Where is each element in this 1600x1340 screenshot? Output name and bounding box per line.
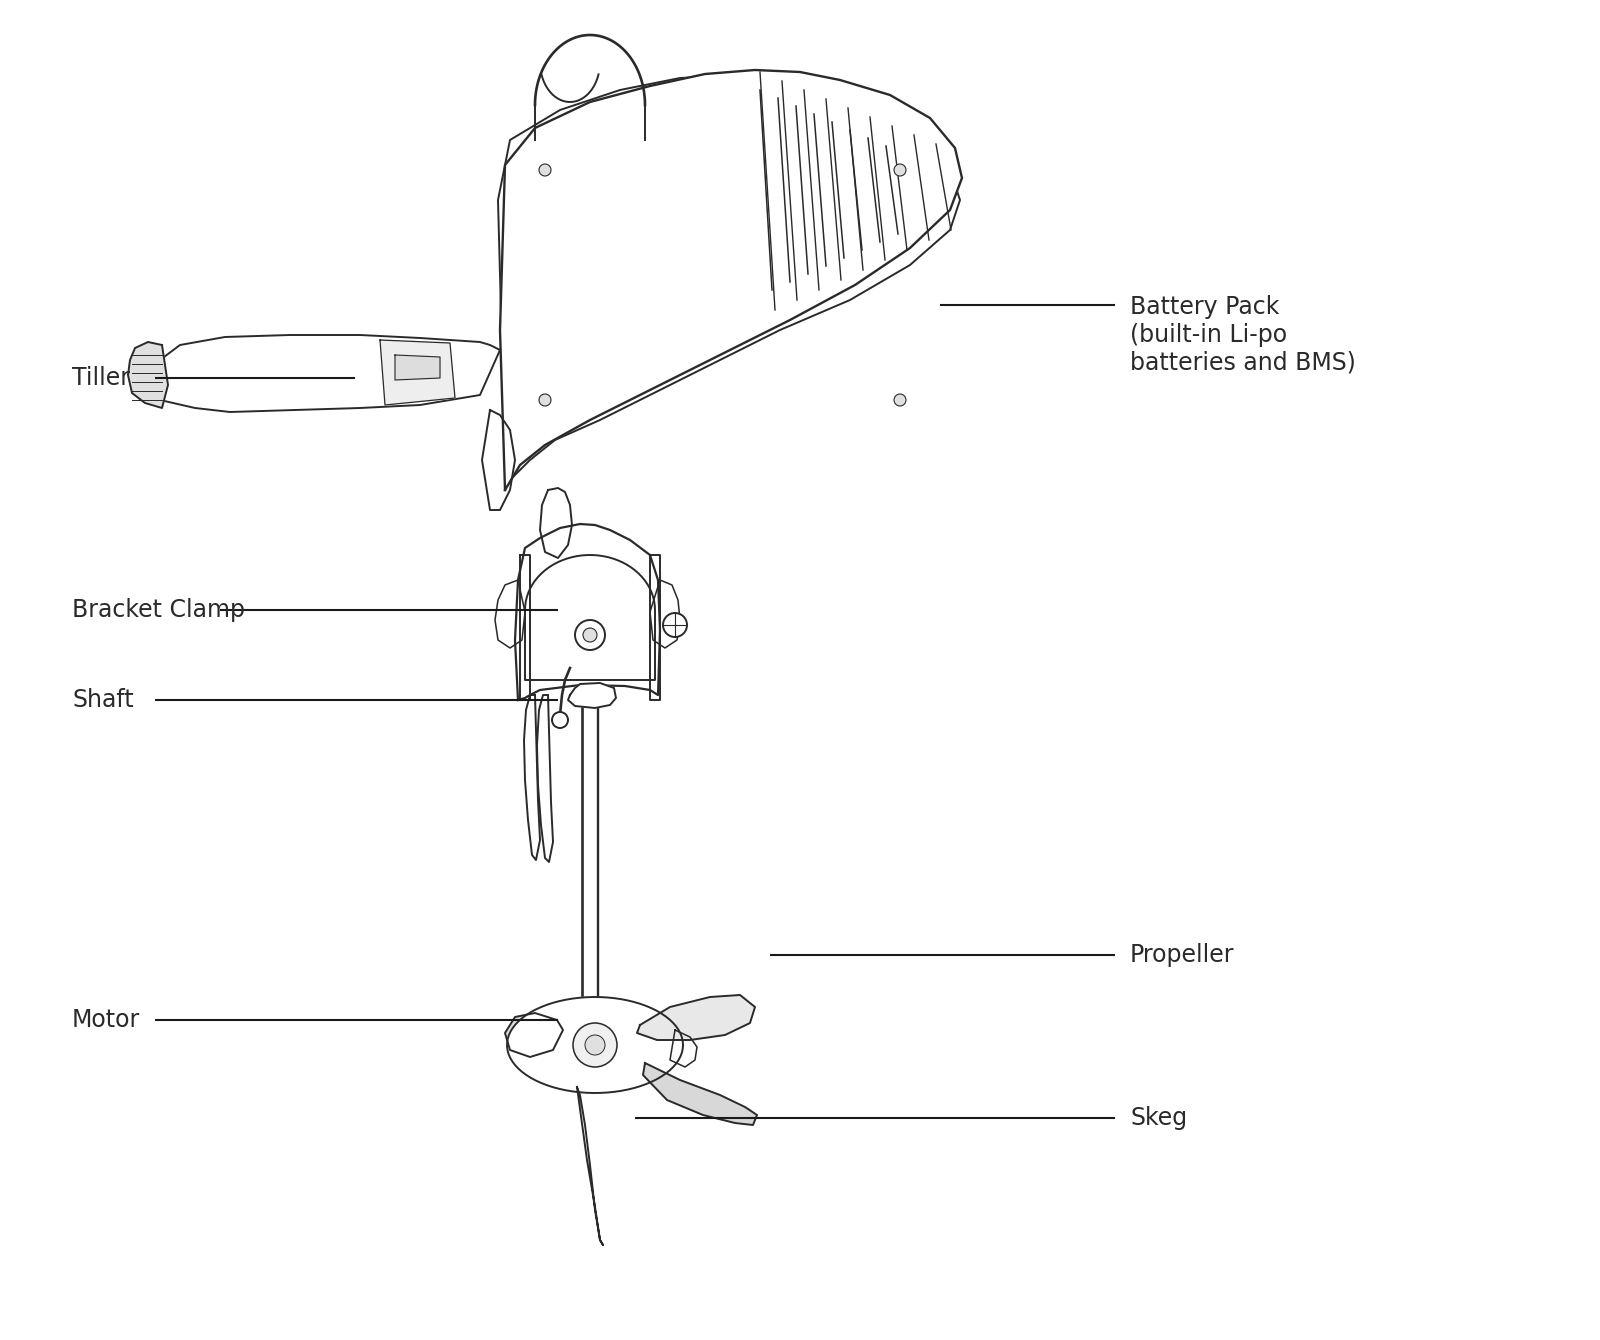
Polygon shape: [499, 70, 962, 490]
Text: Bracket Clamp: Bracket Clamp: [72, 598, 245, 622]
Polygon shape: [582, 699, 598, 1010]
Polygon shape: [155, 335, 499, 411]
Polygon shape: [395, 355, 440, 381]
Circle shape: [552, 712, 568, 728]
Polygon shape: [507, 997, 683, 1093]
Text: Shaft: Shaft: [72, 687, 134, 712]
Polygon shape: [637, 996, 755, 1040]
Circle shape: [586, 1034, 605, 1055]
Polygon shape: [578, 1087, 603, 1245]
Polygon shape: [643, 1063, 757, 1126]
Circle shape: [539, 163, 550, 176]
Polygon shape: [568, 683, 616, 708]
Polygon shape: [494, 580, 525, 649]
Text: Propeller: Propeller: [1130, 943, 1235, 967]
Polygon shape: [541, 488, 573, 557]
Circle shape: [539, 394, 550, 406]
Polygon shape: [650, 580, 680, 649]
Polygon shape: [381, 340, 454, 405]
Circle shape: [894, 394, 906, 406]
Text: Tiller: Tiller: [72, 366, 130, 390]
Circle shape: [894, 163, 906, 176]
Circle shape: [582, 628, 597, 642]
Polygon shape: [538, 695, 554, 862]
Polygon shape: [670, 1030, 698, 1067]
Polygon shape: [506, 1013, 563, 1057]
Polygon shape: [520, 555, 530, 699]
Polygon shape: [498, 75, 960, 480]
Text: Battery Pack
(built-in Li-po
batteries and BMS): Battery Pack (built-in Li-po batteries a…: [1130, 295, 1355, 375]
Polygon shape: [525, 695, 541, 860]
Circle shape: [662, 612, 686, 636]
Text: Motor: Motor: [72, 1008, 141, 1032]
Polygon shape: [650, 555, 661, 699]
Polygon shape: [482, 410, 515, 511]
Circle shape: [573, 1022, 618, 1067]
Polygon shape: [515, 524, 661, 699]
Circle shape: [574, 620, 605, 650]
Text: Skeg: Skeg: [1130, 1106, 1187, 1130]
Polygon shape: [128, 342, 168, 407]
Polygon shape: [525, 555, 654, 679]
